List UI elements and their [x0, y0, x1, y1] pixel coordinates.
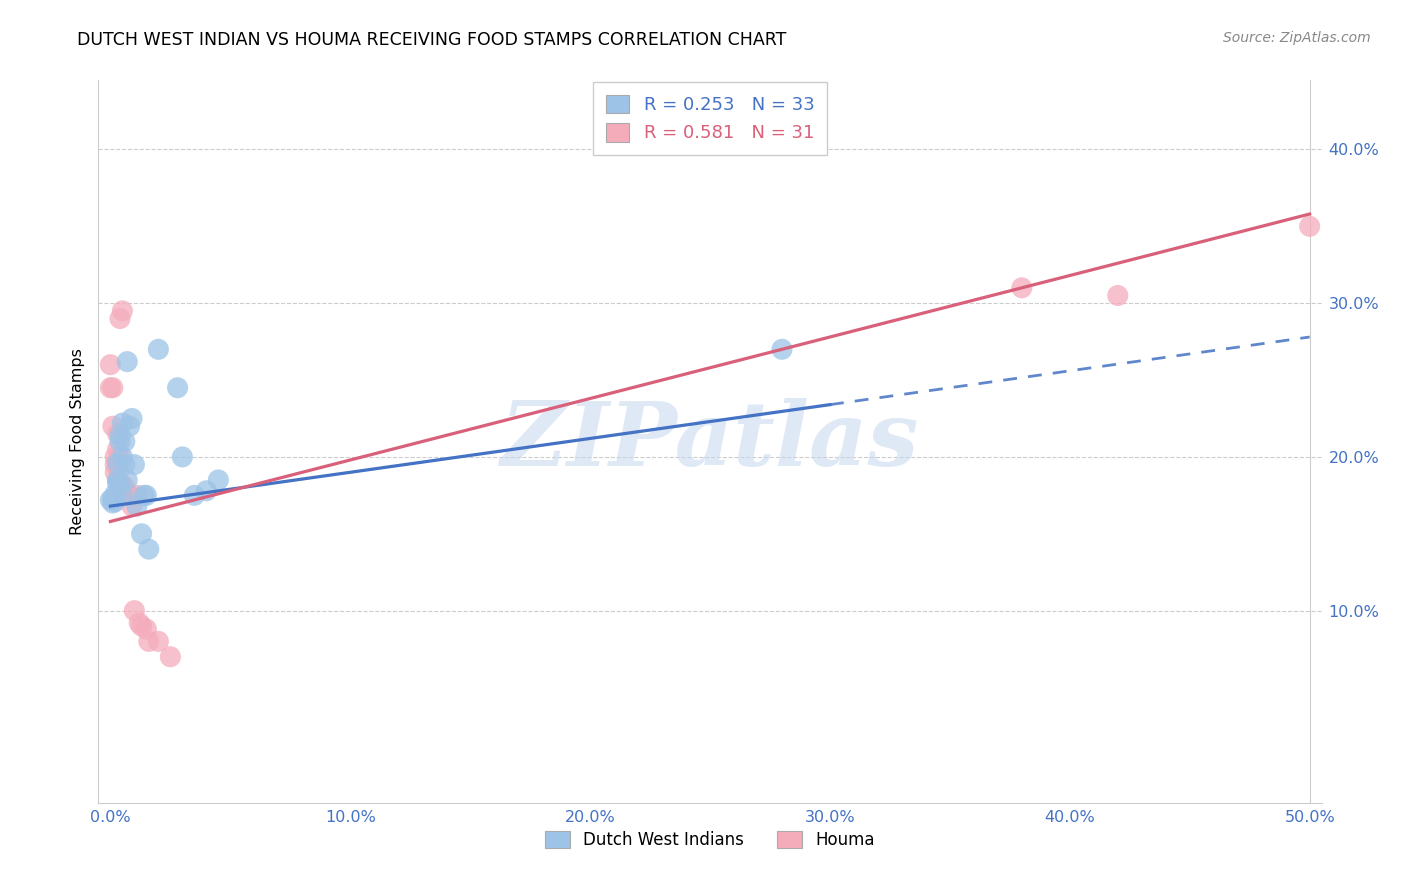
- Point: [104, 487, 127, 501]
- Point: [114, 458, 136, 472]
- Point: [124, 604, 146, 618]
- Point: [166, 381, 188, 395]
- Point: [107, 456, 129, 470]
- Point: [135, 488, 157, 502]
- Point: [121, 411, 143, 425]
- Point: [114, 481, 136, 495]
- Point: [770, 343, 793, 357]
- Point: [115, 473, 138, 487]
- Point: [125, 499, 148, 513]
- Text: ZIPatlas: ZIPatlas: [502, 399, 918, 484]
- Point: [107, 426, 129, 441]
- Point: [132, 488, 155, 502]
- Point: [138, 542, 160, 557]
- Y-axis label: Receiving Food Stamps: Receiving Food Stamps: [69, 348, 84, 535]
- Point: [118, 488, 141, 502]
- Point: [107, 473, 129, 487]
- Point: [1107, 288, 1129, 302]
- Point: [111, 416, 134, 430]
- Point: [100, 358, 122, 372]
- Point: [148, 343, 170, 357]
- Point: [1298, 219, 1320, 234]
- Point: [108, 450, 131, 464]
- Point: [138, 634, 160, 648]
- Point: [114, 434, 136, 449]
- Point: [207, 473, 229, 487]
- Point: [121, 499, 143, 513]
- Point: [101, 496, 124, 510]
- Point: [118, 419, 141, 434]
- Point: [101, 491, 124, 506]
- Point: [111, 304, 134, 318]
- Point: [159, 649, 181, 664]
- Point: [172, 450, 194, 464]
- Point: [131, 526, 153, 541]
- Point: [111, 477, 134, 491]
- Point: [115, 488, 138, 502]
- Point: [108, 428, 131, 442]
- Point: [101, 419, 124, 434]
- Point: [107, 473, 129, 487]
- Point: [111, 450, 134, 464]
- Point: [104, 458, 127, 472]
- Point: [100, 492, 122, 507]
- Point: [183, 488, 205, 502]
- Point: [1011, 281, 1033, 295]
- Point: [115, 354, 138, 368]
- Point: [125, 488, 148, 502]
- Legend: Dutch West Indians, Houma: Dutch West Indians, Houma: [538, 824, 882, 856]
- Point: [124, 458, 146, 472]
- Point: [135, 622, 157, 636]
- Point: [131, 619, 153, 633]
- Point: [128, 615, 150, 630]
- Point: [148, 634, 170, 648]
- Point: [100, 381, 122, 395]
- Point: [111, 488, 134, 502]
- Point: [107, 476, 129, 491]
- Point: [104, 465, 127, 479]
- Point: [101, 381, 124, 395]
- Point: [107, 458, 129, 472]
- Point: [104, 450, 127, 464]
- Point: [108, 434, 131, 449]
- Text: DUTCH WEST INDIAN VS HOUMA RECEIVING FOOD STAMPS CORRELATION CHART: DUTCH WEST INDIAN VS HOUMA RECEIVING FOO…: [77, 31, 787, 49]
- Point: [104, 494, 127, 508]
- Text: Source: ZipAtlas.com: Source: ZipAtlas.com: [1223, 31, 1371, 45]
- Point: [107, 442, 129, 457]
- Point: [108, 477, 131, 491]
- Point: [111, 488, 134, 502]
- Point: [108, 311, 131, 326]
- Point: [195, 483, 218, 498]
